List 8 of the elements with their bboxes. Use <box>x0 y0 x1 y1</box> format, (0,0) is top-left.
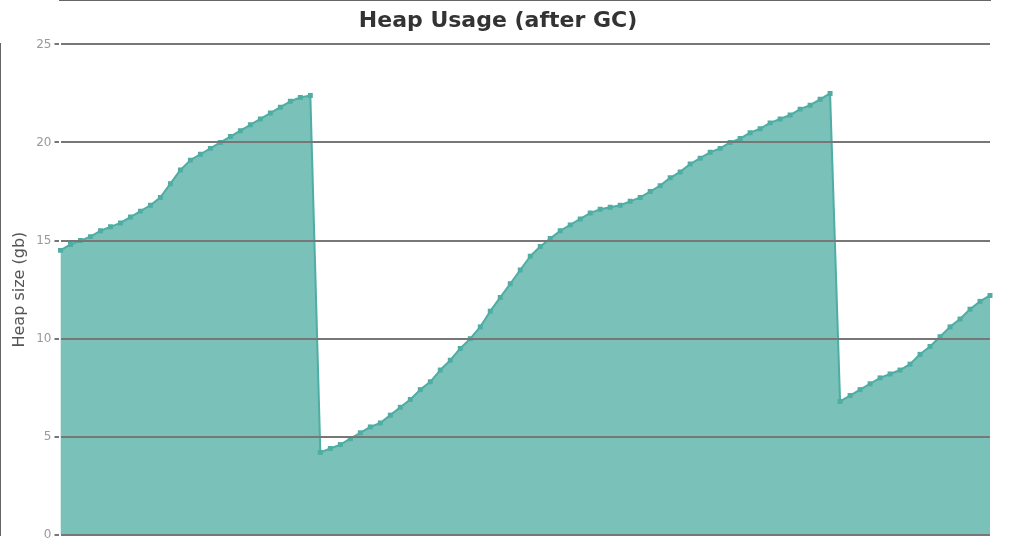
y-tick-label: 20 <box>36 134 52 149</box>
y-tick-label: 5 <box>43 428 52 443</box>
y-tick-label: 10 <box>36 330 52 345</box>
y-tick-label: 15 <box>36 232 52 247</box>
y-tick-label: 0 <box>43 526 52 541</box>
chart-title: Heap Usage (after GC) <box>358 6 638 32</box>
y-axis-title: Heap size (gb) <box>8 231 28 348</box>
y-tick-label: 25 <box>36 36 52 51</box>
